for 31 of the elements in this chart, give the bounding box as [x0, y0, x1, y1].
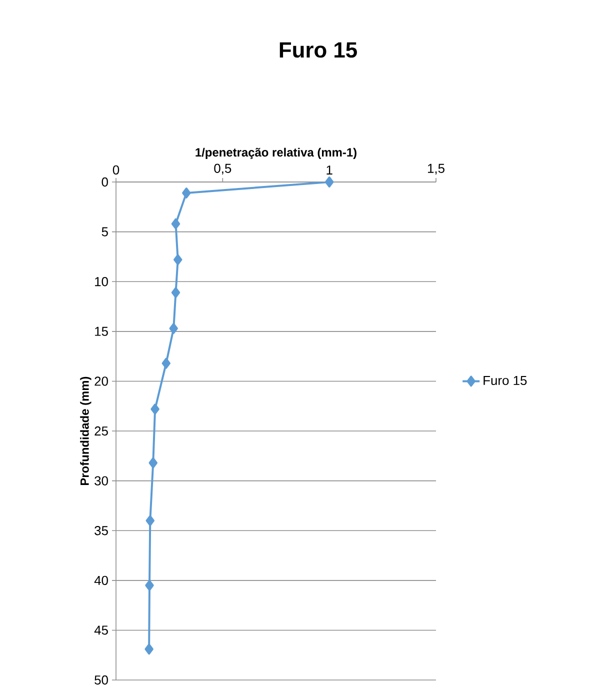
y-tick-label: 20	[94, 376, 108, 386]
point	[324, 176, 334, 188]
point	[171, 287, 180, 298]
chart-title: Furo 15	[280, 42, 357, 58]
x-tick-label: 1,5	[428, 164, 444, 174]
y-tick-label: 45	[94, 626, 108, 635]
y-tick-label: 5	[102, 227, 108, 236]
y-axis-title: Profundidade (mm)	[80, 376, 92, 486]
y-tick-label: 10	[95, 277, 108, 286]
point	[145, 580, 154, 591]
y-tick-label: 15	[95, 326, 108, 336]
point	[148, 457, 158, 468]
y-tick-label: 30	[94, 476, 108, 486]
point	[144, 644, 154, 655]
x-tick-label: 0	[112, 165, 120, 174]
point	[146, 515, 154, 526]
point	[162, 358, 170, 369]
y-tick-label: 35	[94, 526, 108, 536]
point	[171, 218, 180, 230]
point	[174, 254, 182, 266]
point	[182, 187, 191, 198]
x-axis-title: 1/penetração relativa (mm-1)	[196, 148, 356, 159]
y-tick-label: 0	[102, 177, 108, 187]
x-tick-label: 0,5	[214, 164, 232, 174]
legend-label: Furo 15	[484, 376, 527, 386]
point	[169, 322, 178, 334]
y-tick-label: 25	[94, 426, 108, 436]
y-tick-label: 40	[94, 576, 108, 585]
point	[150, 404, 160, 415]
y-tick-label: 50	[94, 675, 108, 685]
x-tick-label: 1	[326, 166, 332, 174]
